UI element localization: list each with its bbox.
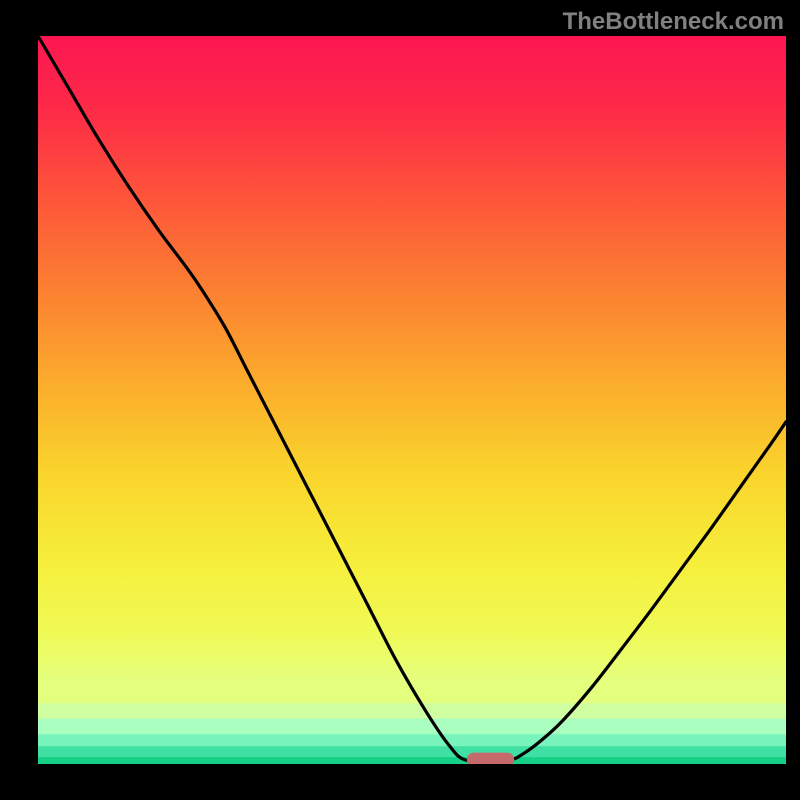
curve-path	[38, 36, 786, 761]
plot-area	[38, 36, 786, 764]
watermark-text: TheBottleneck.com	[563, 8, 784, 36]
chart-container: { "watermark": { "text": "TheBottleneck.…	[0, 0, 800, 800]
valley-marker	[467, 753, 513, 764]
plot-svg	[38, 36, 786, 764]
